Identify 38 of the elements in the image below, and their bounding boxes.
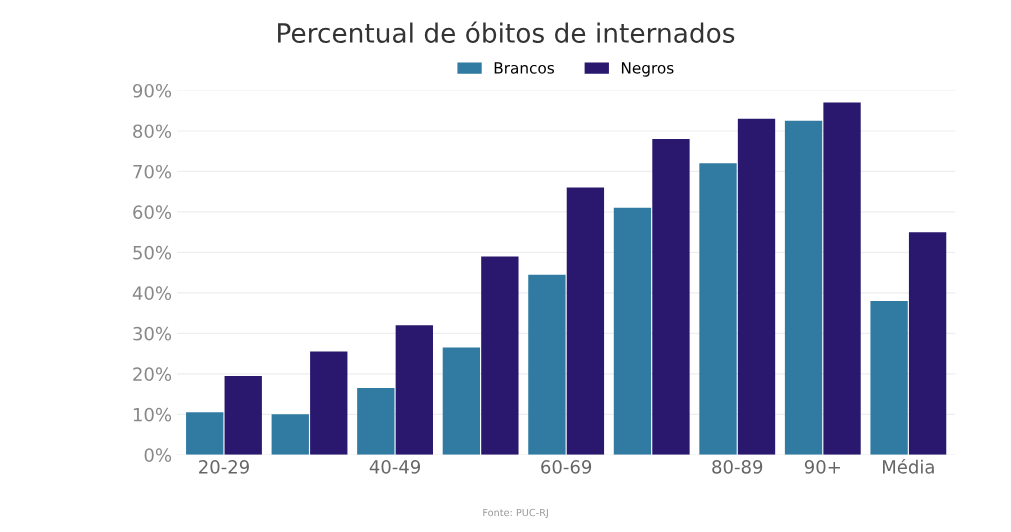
source-note: Fonte: PUC-RJ [483,508,548,518]
y-tick-label: 0% [144,448,172,462]
bar [908,232,947,455]
bar [566,187,605,455]
bar [186,412,224,455]
bar [395,325,433,455]
y-tick-label: 60% [133,205,172,220]
bar [481,256,519,455]
bar [310,351,348,455]
bar [224,375,262,455]
x-tick-label: Média [883,459,934,474]
bar [652,139,690,455]
bar [528,274,566,455]
chart-title: Percentual de óbitos de internados [278,21,735,43]
legend-label: Brancos [494,62,555,74]
x-tick-label: 40-49 [369,460,421,474]
bar [823,102,861,455]
x-tick-label: 60-69 [541,460,592,474]
bar [271,414,309,455]
bar [442,347,481,455]
bar [870,300,908,455]
bar [699,163,737,455]
y-tick-label: 90% [133,83,172,98]
y-tick-label: 20% [133,367,172,381]
bar [737,118,776,455]
legend-label: Negros [621,62,674,77]
bar [784,120,823,455]
y-tick-label: 70% [133,164,172,179]
y-tick-label: 50% [133,245,172,260]
x-tick-label: 90+ [804,460,840,474]
y-tick-label: 80% [133,124,172,139]
y-tick-label: 40% [132,286,172,301]
y-tick-label: 30% [133,326,172,341]
x-tick-label: 20-29 [199,460,249,474]
x-tick-label: 80-89 [712,460,763,474]
bar [613,207,652,455]
y-tick-label: 10% [133,407,172,422]
bar [357,388,395,455]
